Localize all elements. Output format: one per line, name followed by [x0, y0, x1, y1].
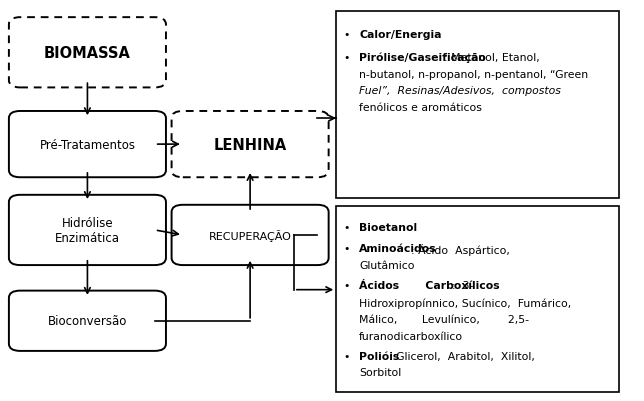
FancyBboxPatch shape — [9, 195, 166, 265]
Text: Sorbitol: Sorbitol — [359, 368, 402, 377]
Text: •: • — [344, 351, 350, 361]
Text: BIOMASSA: BIOMASSA — [44, 46, 131, 61]
Text: Glutâmico: Glutâmico — [359, 261, 415, 270]
Text: LENHINA: LENHINA — [213, 137, 287, 152]
Text: •: • — [344, 222, 350, 232]
Text: •: • — [344, 281, 350, 290]
Text: Ácidos       Carboxílicos: Ácidos Carboxílicos — [359, 281, 500, 290]
Text: Calor/Energia: Calor/Energia — [359, 30, 442, 40]
Text: Polióis: Polióis — [359, 351, 399, 361]
Text: Málico,       Levulínico,        2,5-: Málico, Levulínico, 2,5- — [359, 314, 529, 324]
Text: : Ácido  Aspártico,: : Ácido Aspártico, — [411, 244, 509, 256]
Bar — [336, 206, 619, 393]
Text: Pré-Tratamentos: Pré-Tratamentos — [39, 138, 135, 151]
Text: •: • — [344, 30, 350, 40]
FancyBboxPatch shape — [9, 112, 166, 178]
Text: n-butanol, n-propanol, n-pentanol, “Green: n-butanol, n-propanol, n-pentanol, “Gree… — [359, 69, 589, 79]
Text: Fuel”,  Resinas/Adesivos,  compostos: Fuel”, Resinas/Adesivos, compostos — [359, 86, 561, 96]
Text: •: • — [344, 244, 350, 254]
Text: Pirólise/Gaseificação: Pirólise/Gaseificação — [359, 53, 486, 63]
Text: :  3-: : 3- — [452, 281, 473, 290]
Text: Bioetanol: Bioetanol — [359, 222, 417, 232]
FancyBboxPatch shape — [171, 112, 328, 178]
Text: Hidrólise
Enzimática: Hidrólise Enzimática — [55, 217, 120, 244]
Bar — [336, 12, 619, 198]
Text: : Glicerol,  Arabitol,  Xilitol,: : Glicerol, Arabitol, Xilitol, — [390, 351, 535, 361]
FancyBboxPatch shape — [9, 291, 166, 351]
Text: Hidroxipropínnico, Sucínico,  Fumárico,: Hidroxipropínnico, Sucínico, Fumárico, — [359, 297, 571, 308]
FancyBboxPatch shape — [9, 18, 166, 88]
Text: Bioconversão: Bioconversão — [48, 314, 127, 328]
FancyBboxPatch shape — [171, 205, 328, 265]
Text: : Metanol, Etanol,: : Metanol, Etanol, — [444, 53, 540, 63]
Text: Aminoácidos: Aminoácidos — [359, 244, 437, 254]
Text: •: • — [344, 53, 350, 63]
Text: RECUPERAÇÃO: RECUPERAÇÃO — [209, 229, 292, 241]
Text: fenólicos e aromáticos: fenólicos e aromáticos — [359, 103, 482, 113]
Text: furanodicarboxílico: furanodicarboxílico — [359, 331, 464, 341]
